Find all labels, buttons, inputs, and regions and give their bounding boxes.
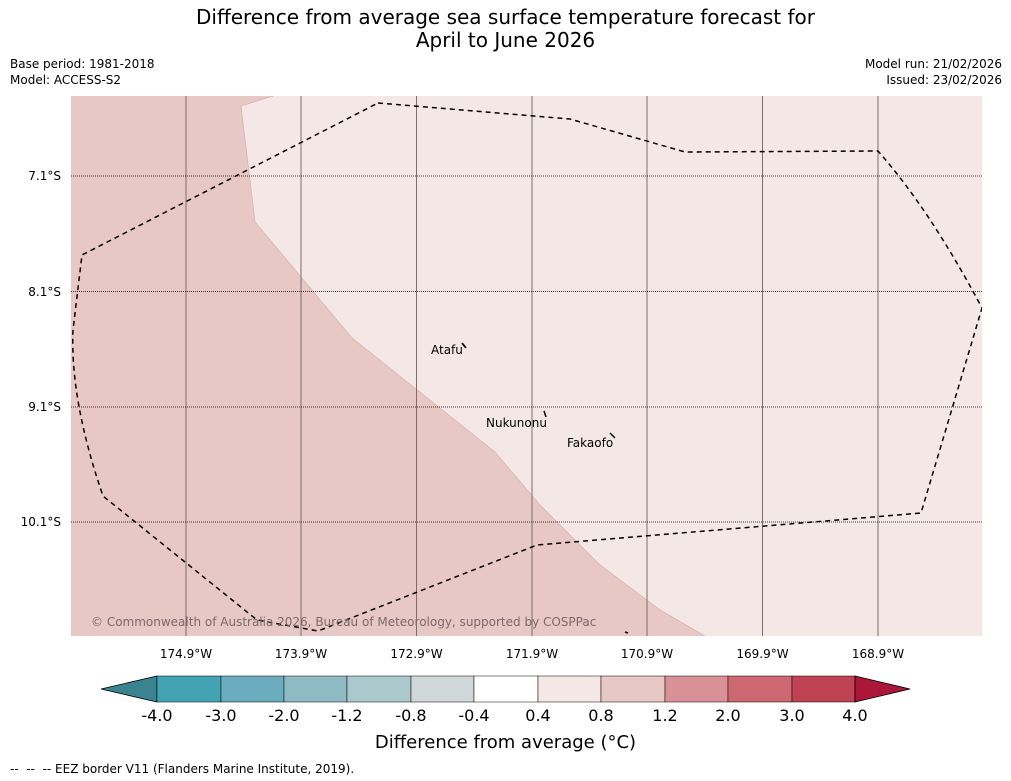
colorbar-label: Difference from average (°C) — [374, 732, 637, 753]
zone-0p4-to-0p8 — [241, 96, 982, 636]
lon-label: 173.9°W — [275, 647, 327, 661]
lon-label: 169.9°W — [736, 647, 788, 661]
islands — [461, 342, 629, 634]
meridian-grid — [185, 96, 879, 636]
colorbar-segment — [537, 675, 602, 703]
colorbar-segment — [600, 675, 666, 703]
place-labels: Atafu Nukunonu Fakaofo — [431, 343, 613, 450]
lat-label: 8.1°S — [28, 285, 61, 299]
colorbar-segment — [727, 675, 793, 703]
nukunonu-island-shape — [543, 410, 547, 418]
colorbar-high-extension — [854, 675, 911, 703]
colorbar-segment — [220, 675, 285, 703]
eez-border — [72, 102, 982, 632]
colorbar-tick-label: 0.8 — [588, 706, 613, 725]
lon-label: 171.9°W — [506, 647, 558, 661]
colorbar-tick-label: -2.0 — [268, 706, 299, 725]
chart-title: Difference from average sea surface temp… — [0, 6, 1011, 52]
eez-border-line — [72, 102, 982, 632]
model-text: Model: ACCESS-S2 — [10, 73, 122, 87]
colorbar-tick-label: 2.0 — [715, 706, 740, 725]
sst-anomaly-field — [71, 96, 982, 636]
lon-label: 172.9°W — [390, 647, 442, 661]
colorbar-tick-label: 1.2 — [652, 706, 677, 725]
colorbar-low-extension — [100, 675, 158, 703]
colorbar-tick-label: -0.4 — [458, 706, 489, 725]
eez-footnote: -- -- -- EEZ border V11 (Flanders Marine… — [10, 762, 355, 776]
colorbar-segment — [791, 675, 856, 703]
lon-label: 170.9°W — [621, 647, 673, 661]
title-line-1: Difference from average sea surface temp… — [195, 5, 815, 29]
latitude-labels: 7.1°S 8.1°S 9.1°S 10.1°S — [21, 169, 61, 529]
colorbar-tick-labels: -4.0 -3.0 -2.0 -1.2 -0.8 -0.4 0.4 0.8 1.… — [141, 706, 867, 725]
model-run-text: Model run: 21/02/2026 — [864, 57, 1002, 71]
colorbar-tick-label: 4.0 — [842, 706, 867, 725]
colorbar-segment — [664, 675, 729, 703]
colorbar-tick-label: -1.2 — [331, 706, 362, 725]
lon-label: 168.9°W — [852, 647, 904, 661]
colorbar-tick-label: -0.8 — [395, 706, 426, 725]
place-label-atafu: Atafu — [431, 343, 463, 357]
colorbar-segment — [410, 675, 475, 703]
small-island-shape — [624, 631, 629, 634]
longitude-labels: 174.9°W 173.9°W 172.9°W 171.9°W 170.9°W … — [160, 647, 904, 661]
colorbar-segment — [346, 675, 412, 703]
base-period-text: Base period: 1981-2018 — [10, 57, 155, 71]
colorbar-tick-label: 0.4 — [525, 706, 550, 725]
copyright-text: © Commonwealth of Australia 2026, Bureau… — [91, 615, 596, 629]
atafu-island-shape — [461, 342, 467, 349]
lon-label: 174.9°W — [160, 647, 212, 661]
colorbar-tick-label: 3.0 — [779, 706, 804, 725]
place-label-nukunonu: Nukunonu — [486, 416, 547, 430]
colorbar-segment — [473, 675, 539, 703]
fakaofo-island-shape — [609, 432, 616, 439]
lat-label: 10.1°S — [21, 515, 61, 529]
colorbar-segment — [156, 675, 222, 703]
zone-boundary-line — [240, 96, 706, 636]
colorbar-segment — [283, 675, 348, 703]
colorbar — [100, 675, 911, 703]
lat-label: 7.1°S — [28, 169, 61, 183]
meta-left: Base period: 1981-2018 Model: ACCESS-S2 — [10, 56, 155, 88]
place-label-fakaofo: Fakaofo — [567, 436, 613, 450]
colorbar-tick-label: -3.0 — [205, 706, 236, 725]
colorbar-tick-label: -4.0 — [141, 706, 172, 725]
meta-right: Model run: 21/02/2026 Issued: 23/02/2026 — [865, 56, 1002, 88]
title-line-2: April to June 2026 — [415, 28, 596, 52]
issued-text: Issued: 23/02/2026 — [886, 73, 1002, 87]
lat-label: 9.1°S — [28, 400, 61, 414]
